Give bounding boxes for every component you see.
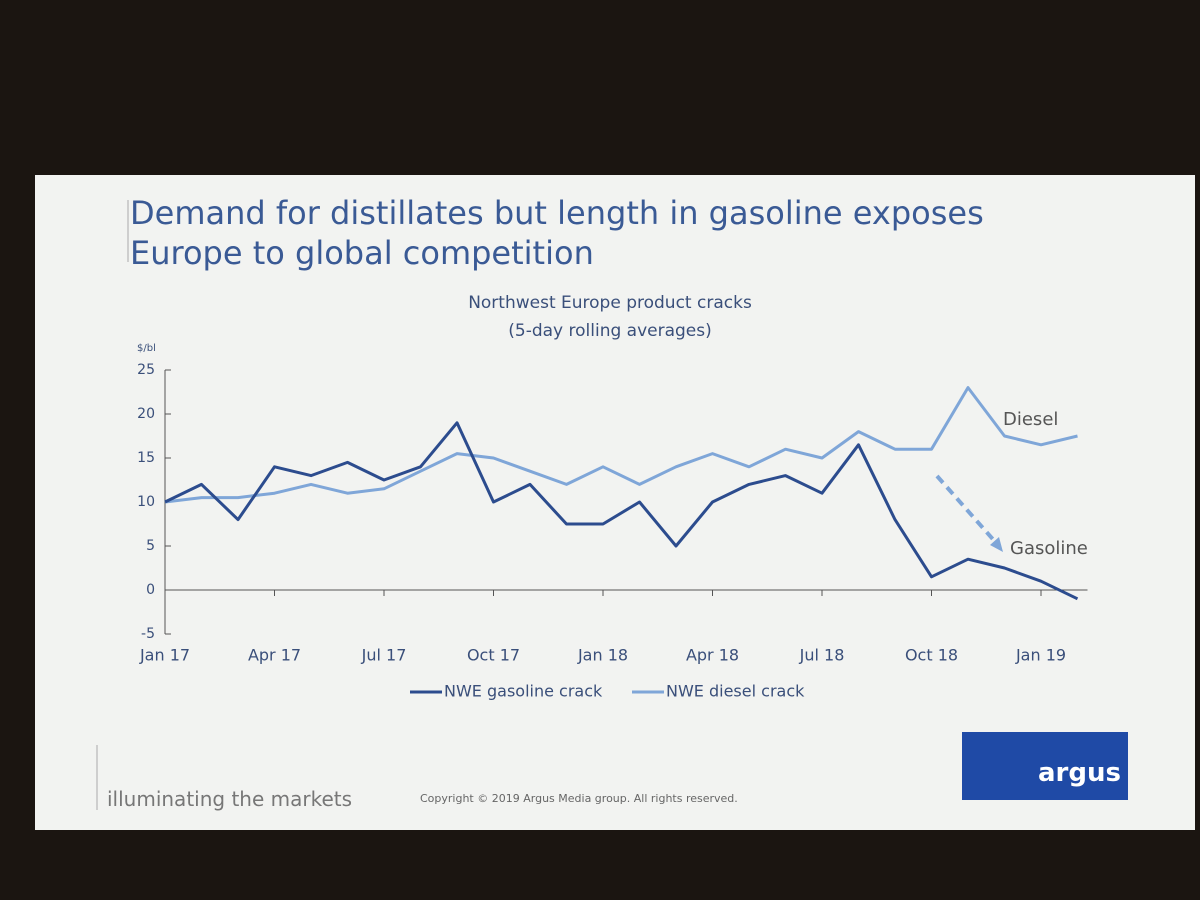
series-line bbox=[164, 421, 1079, 601]
y-tick-label: 25 bbox=[137, 362, 155, 378]
slide-title: Demand for distillates but length in gas… bbox=[130, 194, 984, 272]
trend-arrow bbox=[935, 474, 1000, 547]
y-tick-label: 20 bbox=[137, 406, 155, 422]
x-tick-label: Oct 17 bbox=[467, 646, 520, 665]
chart-subtitle: (5-day rolling averages) bbox=[508, 321, 712, 341]
annotation: Diesel bbox=[1003, 409, 1058, 430]
copyright: Copyright © 2019 Argus Media group. All … bbox=[420, 792, 738, 805]
x-tick-label: Apr 18 bbox=[686, 646, 739, 665]
x-tick-label: Jan 17 bbox=[139, 646, 190, 665]
legend-label: NWE diesel crack bbox=[666, 682, 805, 701]
x-tick-label: Jan 18 bbox=[577, 646, 628, 665]
x-tick-label: Jan 19 bbox=[1015, 646, 1066, 665]
y-tick-label: -5 bbox=[141, 626, 155, 642]
annotation: Gasoline bbox=[1010, 538, 1088, 559]
x-tick-label: Jul 17 bbox=[361, 646, 407, 665]
series-line bbox=[164, 386, 1078, 504]
y-tick-label: 10 bbox=[137, 494, 155, 510]
x-tick-label: Apr 17 bbox=[248, 646, 301, 665]
legend-label: NWE gasoline crack bbox=[444, 682, 603, 701]
x-tick-label: Oct 18 bbox=[905, 646, 958, 665]
y-tick-label: 5 bbox=[146, 538, 155, 554]
chart-title: Northwest Europe product cracks bbox=[468, 293, 752, 313]
y-tick-label: 15 bbox=[137, 450, 155, 466]
arrow-head bbox=[990, 537, 1003, 552]
y-tick-label: 0 bbox=[146, 582, 155, 598]
y-axis-label: $/bl bbox=[137, 343, 156, 354]
logo: argus bbox=[962, 732, 1128, 800]
tagline: illuminating the markets bbox=[107, 787, 353, 811]
slide: Demand for distillates but length in gas… bbox=[35, 175, 1195, 830]
x-tick-label: Jul 18 bbox=[799, 646, 845, 665]
